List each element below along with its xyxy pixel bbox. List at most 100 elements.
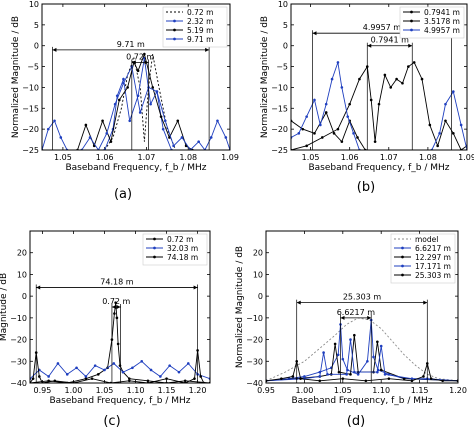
x-tick-label: 1.00	[295, 386, 313, 395]
data-point	[346, 115, 350, 118]
data-point	[358, 77, 361, 81]
annotation-arrowhead	[131, 60, 136, 65]
y-tick-label: 0	[258, 292, 263, 301]
annotation-arrowhead	[193, 285, 198, 290]
y-tick-label: −25	[22, 146, 39, 155]
data-point	[353, 370, 356, 374]
y-tick-label: −20	[22, 125, 39, 134]
legend: 0.7941 m3.5178 m4.9957 m	[399, 6, 465, 39]
series-group	[30, 301, 210, 383]
legend-marker	[173, 19, 176, 23]
data-point	[330, 77, 334, 81]
series-line-1	[104, 54, 177, 150]
data-point	[84, 377, 88, 380]
data-point	[326, 373, 329, 376]
data-point	[216, 119, 219, 123]
data-point	[149, 368, 153, 372]
y-tick-label: −20	[10, 336, 27, 345]
panel-label: (a)	[114, 187, 132, 202]
data-point	[105, 132, 109, 135]
data-point	[65, 373, 69, 376]
annotation-label: 0.7941 m	[371, 36, 410, 45]
data-point	[383, 373, 387, 376]
y-tick-label: 5	[34, 21, 39, 30]
legend-marker	[173, 28, 176, 32]
annotation-arrowhead	[367, 315, 372, 320]
data-point	[341, 357, 345, 361]
panel-label: (c)	[103, 414, 120, 429]
data-point	[333, 342, 337, 346]
annotation-arrowhead	[144, 60, 149, 65]
data-point	[117, 98, 121, 102]
data-point	[172, 144, 175, 148]
data-point	[128, 379, 131, 383]
y-tick-label: −5	[276, 63, 288, 72]
x-tick-label: 1.05	[54, 153, 72, 162]
data-point	[31, 377, 35, 380]
legend-marker	[401, 255, 404, 259]
data-point	[410, 379, 414, 383]
data-point	[38, 375, 41, 378]
x-tick-label: 1.10	[127, 386, 145, 395]
y-tick-label: −20	[246, 336, 263, 345]
x-tick-label: 1.05	[96, 386, 114, 395]
data-point	[53, 119, 56, 123]
annotation-arrowhead	[116, 305, 121, 309]
data-point	[428, 123, 432, 127]
legend-label: 17.171 m	[415, 262, 451, 271]
data-point	[372, 355, 375, 359]
data-point	[324, 111, 328, 114]
data-point	[46, 127, 50, 131]
data-point	[438, 132, 441, 135]
annotation-arrowhead	[52, 47, 57, 52]
annotation-arrowhead	[205, 47, 210, 52]
data-point	[115, 316, 119, 320]
y-tick-label: −25	[271, 146, 288, 155]
legend-label: 2.32 m	[187, 17, 213, 26]
data-point	[176, 119, 180, 123]
data-point	[383, 73, 387, 77]
series-line-1	[266, 317, 458, 382]
data-point	[84, 375, 88, 378]
data-point	[113, 312, 116, 315]
x-tick-label: 1.05	[302, 153, 320, 162]
legend-label: 74.18 m	[167, 253, 198, 262]
data-point	[140, 359, 144, 363]
data-point	[379, 368, 383, 372]
data-point	[412, 61, 416, 64]
x-tick-label: 1.06	[341, 153, 359, 162]
x-tick-label: 1.07	[380, 153, 398, 162]
data-point	[53, 379, 57, 383]
data-point	[297, 132, 301, 135]
data-point	[377, 102, 381, 106]
data-point	[56, 362, 60, 365]
data-point	[168, 136, 171, 139]
legend-marker	[153, 255, 156, 259]
data-point	[353, 333, 356, 337]
x-tick-label: 0.95	[34, 386, 52, 395]
data-point	[180, 136, 184, 139]
plot-frame	[290, 3, 468, 151]
data-point	[336, 127, 340, 131]
data-point	[299, 377, 302, 380]
legend-marker	[410, 28, 413, 32]
x-tick-label: 1.10	[372, 386, 390, 395]
data-point	[155, 90, 159, 93]
data-point	[168, 364, 171, 367]
data-point	[318, 379, 322, 383]
data-point	[305, 115, 308, 118]
data-point	[84, 123, 88, 127]
legend-marker	[410, 19, 413, 23]
data-point	[159, 115, 163, 118]
data-point	[121, 370, 125, 374]
data-point	[165, 377, 168, 380]
legend-label: 12.297 m	[415, 253, 451, 262]
data-point	[352, 132, 355, 135]
legend-label: model	[415, 235, 438, 244]
data-point	[122, 81, 125, 85]
data-point	[112, 362, 116, 365]
data-point	[114, 301, 117, 304]
data-point	[313, 132, 316, 135]
plot-frame	[29, 230, 211, 384]
